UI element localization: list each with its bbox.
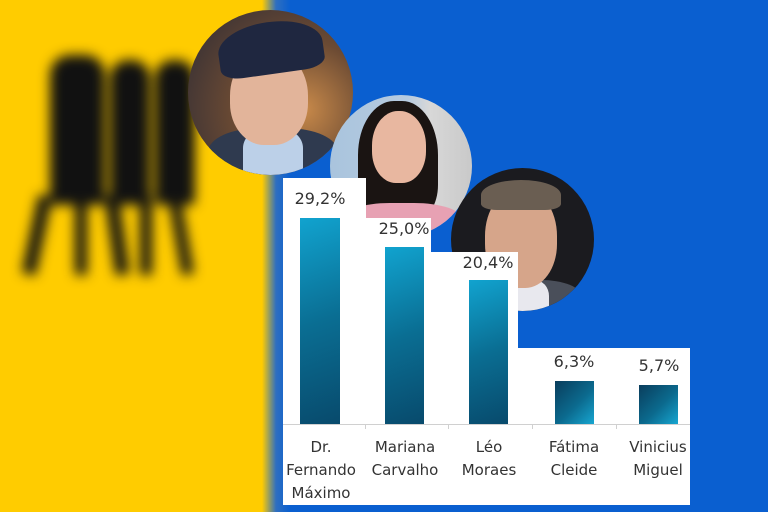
- bar-leo-moraes: [469, 280, 508, 424]
- label-line: Mariana: [374, 438, 436, 456]
- category-label-vinicius-miguel: Vinicius Miguel: [616, 436, 700, 482]
- label-line: Máximo: [291, 484, 351, 502]
- label-line: Miguel: [633, 461, 683, 479]
- category-label-mariana-carvalho: Mariana Carvalho: [363, 436, 447, 482]
- bar-mariana-carvalho: [385, 247, 424, 424]
- x-axis-tick: [532, 424, 533, 429]
- value-label-fatima-cleide: 6,3%: [553, 352, 595, 371]
- value-label-leo-moraes: 20,4%: [462, 253, 514, 272]
- value-label-mariana-carvalho: 25,0%: [378, 219, 430, 238]
- category-label-fernando-maximo: Dr. Fernando Máximo: [279, 436, 363, 505]
- value-label-vinicius-miguel: 5,7%: [638, 356, 680, 375]
- label-line: Cleide: [550, 461, 598, 479]
- bar-fernando-maximo: [300, 218, 340, 424]
- x-axis-tick: [448, 424, 449, 429]
- bar-vinicius-miguel: [639, 385, 678, 424]
- bar-fatima-cleide: [555, 381, 594, 424]
- x-axis-tick: [616, 424, 617, 429]
- category-label-leo-moraes: Léo Moraes: [447, 436, 531, 482]
- label-line: Fátima: [548, 438, 600, 456]
- label-line: Fernando: [286, 461, 356, 479]
- label-line: Dr.: [310, 438, 332, 456]
- chart-panel-step-4: [517, 348, 690, 505]
- label-line: Vinicius: [629, 438, 687, 456]
- candidate-photo-fernando-maximo: [188, 10, 353, 175]
- x-axis-line: [283, 424, 690, 425]
- x-axis-tick: [365, 424, 366, 429]
- blurred-silhouette-graphic: [15, 45, 215, 280]
- label-line: Carvalho: [371, 461, 439, 479]
- value-label-fernando-maximo: 29,2%: [294, 189, 346, 208]
- candidate-photo-leo-moraes: [451, 168, 594, 311]
- label-line: Léo: [475, 438, 503, 456]
- category-label-fatima-cleide: Fátima Cleide: [532, 436, 616, 482]
- candidate-photo-mariana-carvalho: [330, 95, 472, 237]
- label-line: Moraes: [461, 461, 517, 479]
